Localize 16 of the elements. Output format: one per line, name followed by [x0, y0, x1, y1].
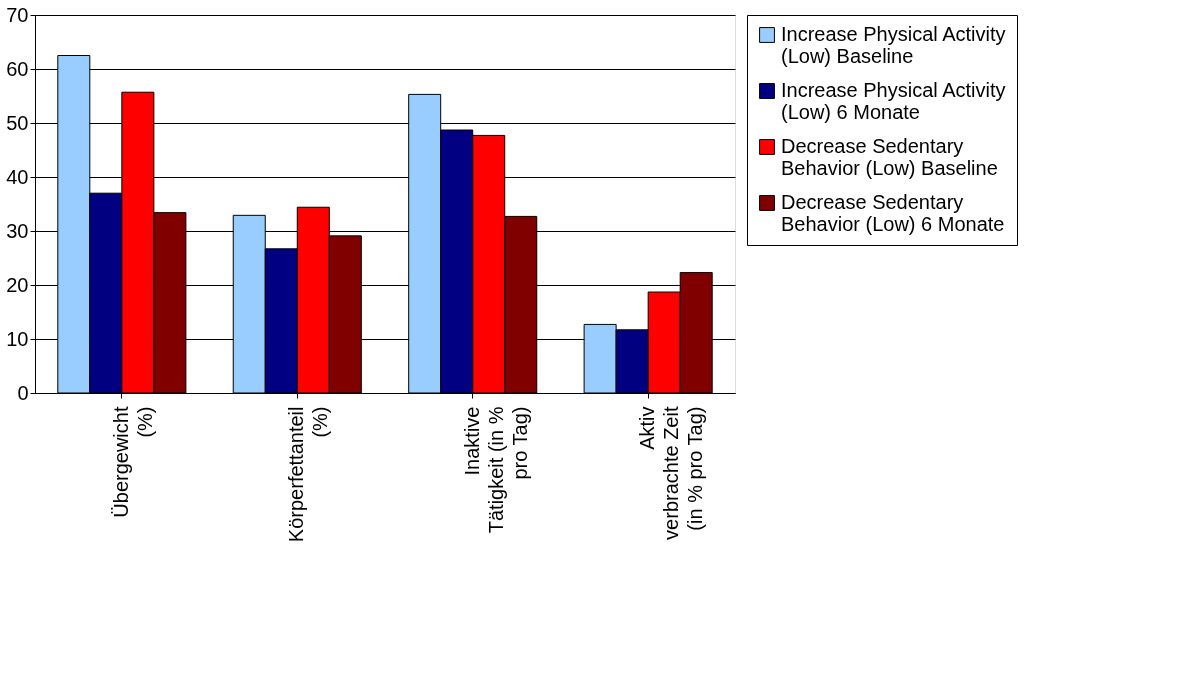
y-tick-label: 10 [6, 327, 29, 350]
legend-label: Increase Physical Activity (Low) Baseline [781, 23, 1006, 67]
x-tick-label: Inaktive Tätigkeit (in % pro Tag) [460, 406, 531, 534]
y-tick-label: 20 [6, 273, 29, 296]
y-tick-label: 30 [6, 219, 29, 242]
y-tick-label: 70 [6, 3, 29, 26]
y-tick-label: 0 [17, 381, 29, 404]
legend-label: Decrease Sedentary Behavior (Low) 6 Monate [781, 191, 1005, 235]
legend-label: Increase Physical Activity (Low) 6 Monate [781, 79, 1006, 123]
x-tick-label: Übergewicht (%) [109, 406, 156, 518]
y-tick-label: 40 [6, 165, 29, 188]
x-tick-label: Aktiv verbrachte Zeit (in % pro Tag) [636, 406, 707, 540]
legend-label: Decrease Sedentary Behavior (Low) Baseline [781, 135, 998, 179]
x-tick-label: Körperfettanteil (%) [285, 406, 332, 543]
y-tick-label: 50 [6, 111, 29, 134]
y-tick-label: 60 [6, 57, 29, 80]
